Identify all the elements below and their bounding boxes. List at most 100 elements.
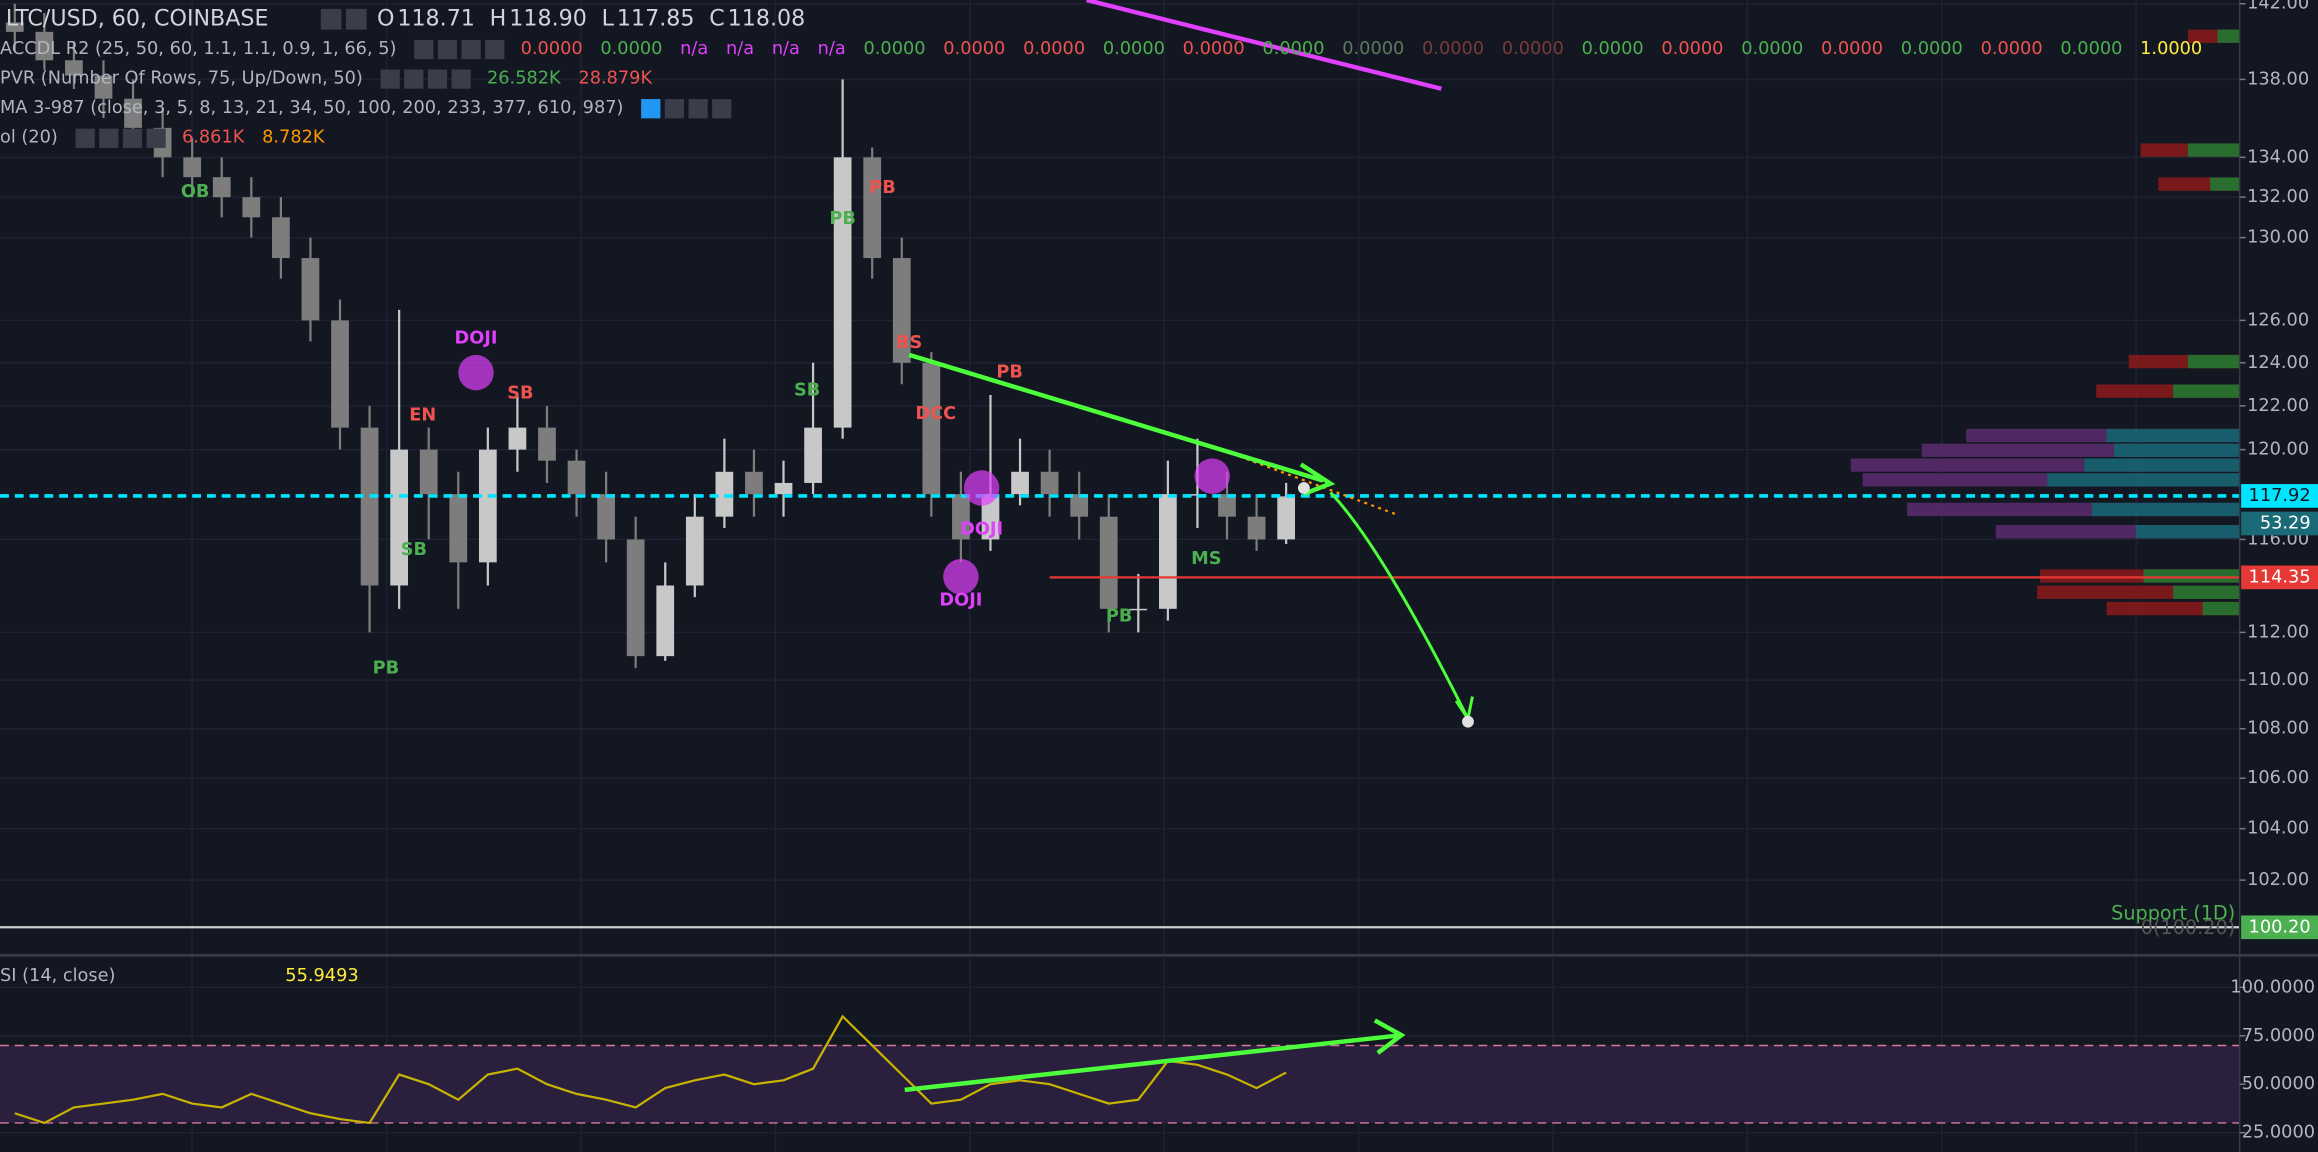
y-tick-label: 122.00	[2247, 396, 2309, 416]
price-badge-label: 114.35	[2249, 567, 2311, 587]
candle-body	[242, 197, 261, 218]
plot-area: DOJI EN SB PB DOJI DOJI PB PB BS PB DCC MS SB SB OB PB	[0, 3, 2240, 1125]
candle-body	[272, 217, 290, 259]
ohlc-value: 117.85	[617, 6, 695, 32]
ohlc-value: 118.90	[509, 6, 587, 32]
candle-body	[5, 22, 24, 32]
indicator-name[interactable]: ol (20)	[0, 128, 58, 148]
price-badge-label: 100.20	[2249, 917, 2311, 937]
support-label: Support (1D)	[2111, 901, 2235, 924]
rsi-value: 55.9493	[285, 966, 358, 986]
indicator-value: 0.0000	[1502, 39, 1564, 59]
indicator-value: 0.0000	[1262, 39, 1324, 59]
indicator-value: 0.0000	[1661, 39, 1723, 59]
indicator-icon	[461, 39, 481, 60]
pattern-label: SB	[794, 380, 820, 400]
indicator-value: 0.0000	[1342, 39, 1404, 59]
pattern-label: PB	[996, 363, 1023, 383]
support-note: 0(100.20)	[2141, 916, 2235, 939]
y-tick-label: 120.00	[2247, 440, 2309, 460]
candle-body	[360, 427, 379, 586]
candle-body	[1011, 471, 1029, 495]
indicator-value: 0.0000	[521, 39, 583, 59]
indicator-icons	[414, 39, 505, 60]
pattern-label: PB	[1106, 607, 1133, 627]
y-tick-label: 130.00	[2247, 228, 2309, 248]
ohlc-key: O	[377, 6, 394, 32]
candle-body	[952, 494, 970, 540]
rsi-band	[0, 1045, 2240, 1123]
y-tick-label: 102.00	[2247, 870, 2309, 890]
candle-body	[212, 177, 231, 198]
candle-body	[922, 362, 941, 495]
ohlc-key: C	[709, 6, 724, 32]
candle-body	[35, 31, 54, 61]
indicator-icon	[688, 99, 708, 119]
indicator-value: 28.879K	[578, 68, 652, 88]
pattern-label: PB	[373, 658, 400, 678]
y-tick-label: 132.00	[2247, 187, 2309, 207]
price-badge-label: 117.92	[2249, 486, 2311, 506]
indicator-value: 0.0000	[863, 39, 925, 59]
drawings	[458, 0, 1474, 1093]
indicator-name[interactable]: ACCDL R2 (25, 50, 60, 1.1, 1.1, 0.9, 1, …	[0, 39, 396, 59]
candle-body	[981, 494, 1000, 540]
candle-body	[863, 157, 882, 259]
candle-body	[508, 427, 527, 450]
indicator-value: 1.0000	[2140, 39, 2202, 59]
candle-body	[124, 98, 142, 128]
pattern-label: BS	[896, 333, 922, 353]
candle-body	[538, 427, 556, 461]
candle-body	[331, 320, 349, 428]
ohlc-key: L	[602, 6, 615, 32]
pattern-label: DCC	[915, 404, 956, 424]
pattern-label: DOJI	[455, 329, 498, 349]
candle-body	[685, 516, 704, 586]
symbol[interactable]: LTC/USD, 60, COINBASE	[6, 6, 269, 32]
indicator-name[interactable]: MA 3-987 (close, 3, 5, 8, 13, 21, 34, 50…	[0, 98, 623, 118]
pattern-label: MS	[1191, 549, 1221, 569]
indicator-value: 8.782K	[262, 128, 325, 148]
ohlc-key: H	[490, 6, 507, 32]
candle-body	[833, 157, 852, 428]
indicator-name[interactable]: PVR (Number Of Rows, 75, Up/Down, 50)	[0, 68, 363, 88]
candle-body	[1070, 494, 1089, 517]
ohlc-value: 118.71	[397, 6, 475, 32]
y-tick-label: 142.00	[2247, 0, 2309, 14]
header-icons	[320, 8, 367, 30]
indicator-value: 26.582K	[487, 68, 561, 88]
candle-body	[774, 482, 793, 495]
indicator-icon	[485, 39, 505, 60]
indicator-icon	[380, 69, 400, 89]
y-tick-label: 100.0000	[2230, 977, 2315, 997]
rsi-title[interactable]: SI (14, close)	[0, 966, 115, 986]
indicator-icon	[75, 128, 95, 148]
pattern-label: DOJI	[939, 590, 982, 610]
pattern-label: OB	[181, 182, 210, 202]
indicator-value: 0.0000	[1183, 39, 1245, 59]
indicator-value: 0.0000	[2060, 39, 2122, 59]
candle-body	[656, 585, 675, 657]
indicator-value: 0.0000	[1422, 39, 1484, 59]
ohlc-value: 118.08	[728, 6, 806, 32]
indicator-value: n/a	[726, 39, 754, 59]
price-badge	[2241, 915, 2318, 940]
candle-body	[1099, 516, 1118, 609]
indicator-icon	[664, 99, 685, 119]
candle-body	[1040, 471, 1059, 495]
y-tick-label: 112.00	[2247, 622, 2309, 642]
candle-body	[301, 258, 320, 321]
indicator-value: 0.0000	[943, 39, 1005, 59]
candle-body	[1247, 516, 1266, 540]
candle-body	[419, 449, 438, 495]
indicator-icon	[451, 69, 471, 89]
indicator-icons	[380, 69, 471, 89]
indicator-icons	[641, 99, 732, 119]
pvr-badge-label: 53.29	[2260, 514, 2311, 534]
candle-body	[1218, 494, 1236, 517]
candle-body	[1277, 496, 1296, 540]
indicator-icon	[712, 99, 732, 119]
indicator-icon	[414, 39, 434, 60]
price-badge	[2241, 565, 2318, 590]
pattern-label: DOJI	[960, 519, 1003, 539]
